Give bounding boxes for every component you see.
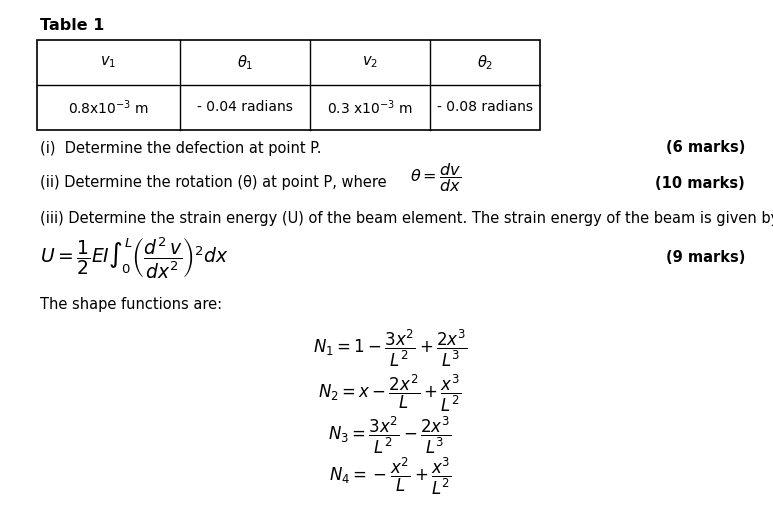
Text: (i)  Determine the defection at point P.: (i) Determine the defection at point P.	[40, 141, 322, 155]
Text: 0.8x10$^{-3}$ m: 0.8x10$^{-3}$ m	[68, 98, 149, 117]
Text: $v_2$: $v_2$	[362, 55, 378, 70]
Text: $N_4 = -\dfrac{x^2}{L} + \dfrac{x^3}{L^2}$: $N_4 = -\dfrac{x^2}{L} + \dfrac{x^3}{L^2…	[329, 455, 451, 497]
Text: (9 marks): (9 marks)	[666, 250, 745, 266]
Bar	[37, 40, 540, 130]
Text: (ii) Determine the rotation (θ) at point P, where: (ii) Determine the rotation (θ) at point…	[40, 175, 386, 191]
Text: $\theta_2$: $\theta_2$	[477, 53, 493, 72]
Text: - 0.08 radians: - 0.08 radians	[437, 100, 533, 114]
Text: $\theta_1$: $\theta_1$	[237, 53, 254, 72]
Text: $U = \dfrac{1}{2} EI \int_0^L \left(\dfrac{d^2\,v}{dx^2}\right)^2 dx$: $U = \dfrac{1}{2} EI \int_0^L \left(\dfr…	[40, 236, 229, 280]
Text: (iii) Determine the strain energy (U) of the beam element. The strain energy of : (iii) Determine the strain energy (U) of…	[40, 211, 773, 226]
Text: $v_1$: $v_1$	[100, 55, 117, 70]
Text: $N_2 = x - \dfrac{2x^2}{L} + \dfrac{x^3}{L^2}$: $N_2 = x - \dfrac{2x^2}{L} + \dfrac{x^3}…	[318, 372, 461, 414]
Text: $\theta = \dfrac{dv}{dx}$: $\theta = \dfrac{dv}{dx}$	[410, 162, 461, 194]
Text: $N_1 = 1 - \dfrac{3x^2}{L^2} + \dfrac{2x^3}{L^3}$: $N_1 = 1 - \dfrac{3x^2}{L^2} + \dfrac{2x…	[313, 327, 467, 369]
Text: - 0.04 radians: - 0.04 radians	[197, 100, 293, 114]
Text: Table 1: Table 1	[40, 18, 104, 33]
Text: 0.3 x10$^{-3}$ m: 0.3 x10$^{-3}$ m	[327, 98, 413, 117]
Text: $N_3 = \dfrac{3x^2}{L^2} - \dfrac{2x^3}{L^3}$: $N_3 = \dfrac{3x^2}{L^2} - \dfrac{2x^3}{…	[329, 414, 451, 456]
Text: The shape functions are:: The shape functions are:	[40, 298, 222, 312]
Text: (6 marks): (6 marks)	[666, 141, 745, 155]
Text: (10 marks): (10 marks)	[656, 175, 745, 191]
